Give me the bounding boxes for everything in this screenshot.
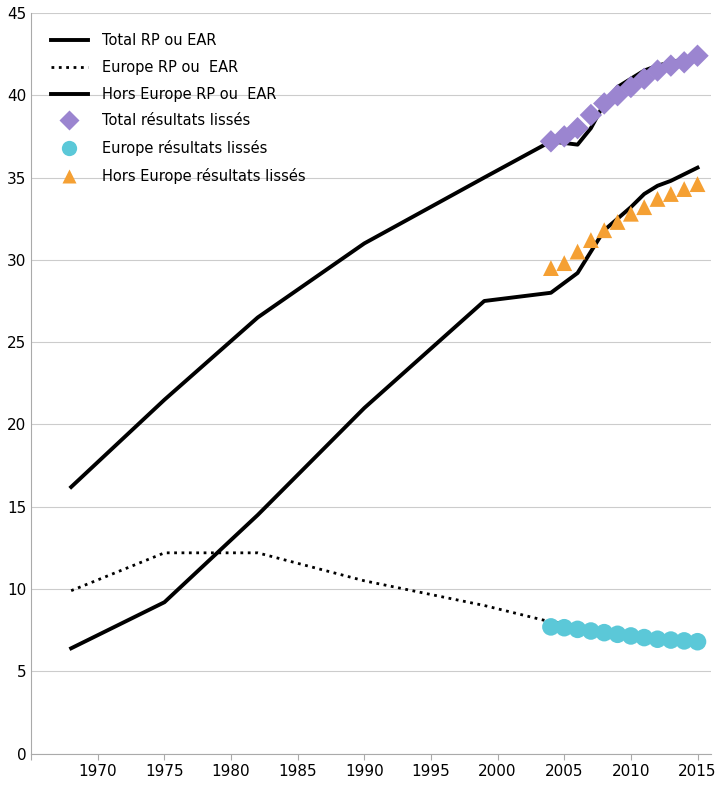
Point xyxy=(558,130,570,143)
Point xyxy=(558,257,570,270)
Point xyxy=(652,193,664,205)
Point xyxy=(665,59,677,72)
Point xyxy=(545,262,557,274)
Point xyxy=(692,635,703,648)
Point xyxy=(612,628,624,641)
Point xyxy=(545,135,557,148)
Point xyxy=(638,631,650,644)
Point xyxy=(665,634,677,646)
Point xyxy=(692,50,703,62)
Point xyxy=(558,622,570,634)
Point xyxy=(585,625,597,637)
Point xyxy=(545,621,557,634)
Point xyxy=(652,633,664,645)
Point xyxy=(678,183,690,196)
Point xyxy=(585,233,597,246)
Point xyxy=(652,64,664,77)
Point xyxy=(625,208,637,220)
Point xyxy=(612,89,624,101)
Legend: Total RP ou EAR, Europe RP ou  EAR, Hors Europe RP ou  EAR, Total résultats liss: Total RP ou EAR, Europe RP ou EAR, Hors … xyxy=(45,28,311,189)
Point xyxy=(612,215,624,228)
Point xyxy=(598,626,610,639)
Point xyxy=(625,81,637,94)
Point xyxy=(692,178,703,190)
Point xyxy=(638,72,650,85)
Point xyxy=(598,224,610,237)
Point xyxy=(665,188,677,200)
Point xyxy=(638,201,650,214)
Point xyxy=(678,56,690,68)
Point xyxy=(625,630,637,642)
Point xyxy=(572,623,584,636)
Point xyxy=(585,108,597,121)
Point xyxy=(572,122,584,134)
Point xyxy=(678,634,690,647)
Point xyxy=(572,245,584,258)
Point xyxy=(598,97,610,110)
